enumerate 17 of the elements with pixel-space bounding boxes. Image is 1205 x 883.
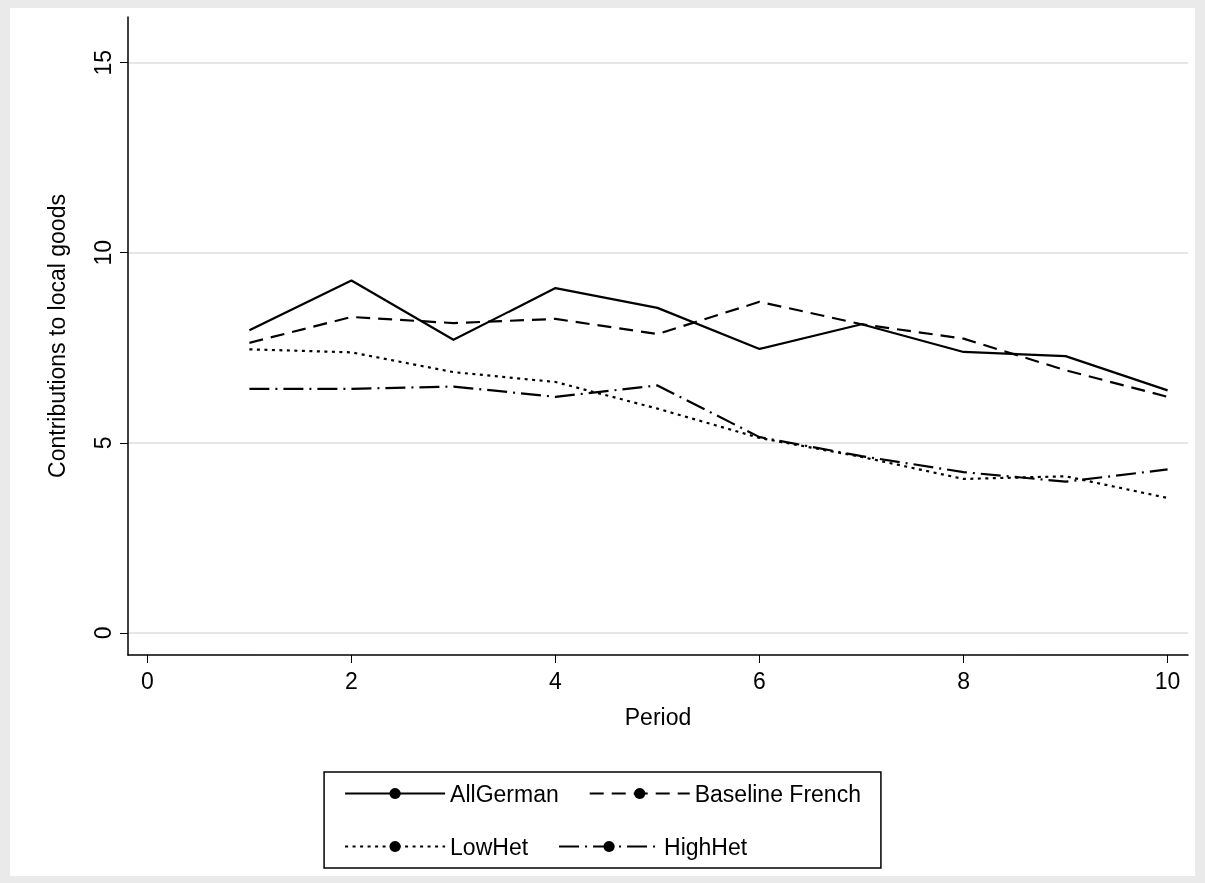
y-tick-label: 15: [89, 49, 116, 76]
y-axis-title: Contributions to local goods: [43, 194, 70, 478]
line-series: [248, 348, 1169, 500]
x-tick-label: 4: [549, 667, 563, 694]
legend-label: HighHet: [664, 833, 748, 860]
legend-label: LowHet: [450, 833, 529, 860]
y-tick-label: 10: [89, 239, 116, 266]
y-tick-label: 5: [89, 436, 116, 450]
legend-label: AllGerman: [450, 780, 559, 807]
x-tick-label: 6: [753, 667, 766, 694]
x-tick-label: 10: [1154, 667, 1181, 694]
x-tick-label: 0: [140, 667, 154, 694]
y-tick-label: 0: [89, 626, 116, 640]
x-axis-title: Period: [624, 703, 692, 730]
x-tick-label: 8: [957, 667, 970, 694]
legend-label: Baseline French: [694, 780, 861, 807]
x-tick-label: 2: [345, 667, 358, 694]
